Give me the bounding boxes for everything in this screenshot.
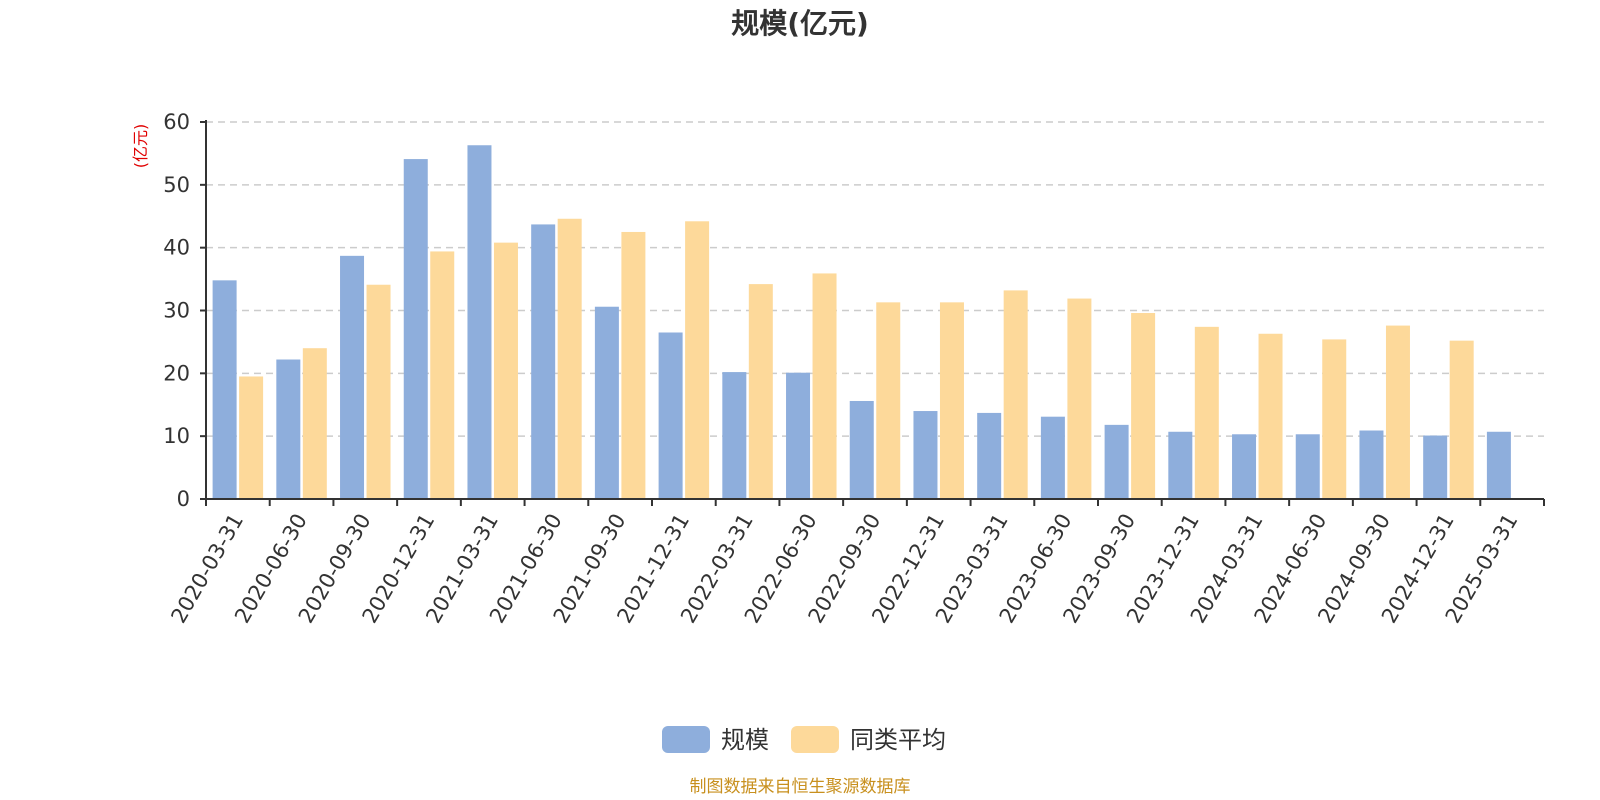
- bar-peer-average: [239, 376, 264, 499]
- y-tick-label: 10: [163, 424, 190, 448]
- legend: 规模 同类平均: [662, 726, 946, 754]
- y-tick-label: 0: [177, 487, 190, 511]
- bar-scale: [722, 372, 747, 499]
- legend-swatch[interactable]: [662, 726, 710, 753]
- bar-scale: [1168, 431, 1193, 499]
- chart-title: 规模(亿元): [731, 7, 869, 40]
- bar-scale: [977, 412, 1002, 499]
- bar-scale: [849, 400, 874, 499]
- bar-peer-average: [748, 284, 773, 499]
- bar-peer-average: [493, 242, 518, 499]
- gridlines: [206, 121, 1544, 437]
- bar-scale: [403, 159, 428, 500]
- bar-scale: [1104, 424, 1129, 499]
- y-tick-label: 40: [163, 236, 190, 260]
- legend-label[interactable]: 同类平均: [850, 726, 946, 754]
- bar-peer-average: [621, 231, 646, 500]
- y-tick-label: 50: [163, 173, 190, 197]
- bars: [212, 145, 1511, 500]
- bar-scale: [1359, 430, 1384, 499]
- bar-scale: [212, 280, 237, 499]
- bar-peer-average: [685, 221, 710, 499]
- bar-peer-average: [1385, 325, 1410, 499]
- bar-scale: [594, 306, 619, 499]
- source-note: 制图数据来自恒生聚源数据库: [690, 777, 911, 797]
- bar-peer-average: [812, 273, 837, 499]
- bar-scale: [340, 255, 365, 499]
- bar-scale: [1040, 416, 1065, 499]
- bar-peer-average: [876, 302, 901, 499]
- y-tick-label: 60: [163, 110, 190, 134]
- bar-scale: [658, 332, 683, 499]
- legend-label[interactable]: 规模: [721, 726, 769, 754]
- bar-scale: [1423, 435, 1448, 499]
- bar-peer-average: [1258, 333, 1283, 499]
- bar-scale: [1295, 434, 1320, 499]
- bar-peer-average: [1449, 340, 1474, 499]
- bar-peer-average: [1131, 313, 1156, 499]
- bar-peer-average: [939, 302, 964, 499]
- bar-peer-average: [557, 218, 582, 499]
- bar-scale: [913, 411, 938, 499]
- bar-scale: [1232, 434, 1257, 499]
- bar-peer-average: [366, 284, 391, 499]
- bar-peer-average: [1322, 339, 1347, 499]
- bar-scale: [1486, 431, 1511, 499]
- bar-peer-average: [1003, 290, 1028, 499]
- y-tick-label: 20: [163, 361, 190, 385]
- bar-scale: [786, 372, 811, 499]
- bar-peer-average: [1194, 326, 1219, 499]
- y-axis-label: (亿元): [131, 124, 150, 169]
- legend-swatch[interactable]: [791, 726, 839, 753]
- bar-peer-average: [302, 348, 327, 499]
- y-tick-label: 30: [163, 299, 190, 323]
- bar-scale: [531, 224, 556, 499]
- bar-scale: [276, 359, 301, 499]
- bar-peer-average: [430, 251, 455, 499]
- bar-scale: [467, 145, 492, 499]
- bar-peer-average: [1067, 298, 1092, 499]
